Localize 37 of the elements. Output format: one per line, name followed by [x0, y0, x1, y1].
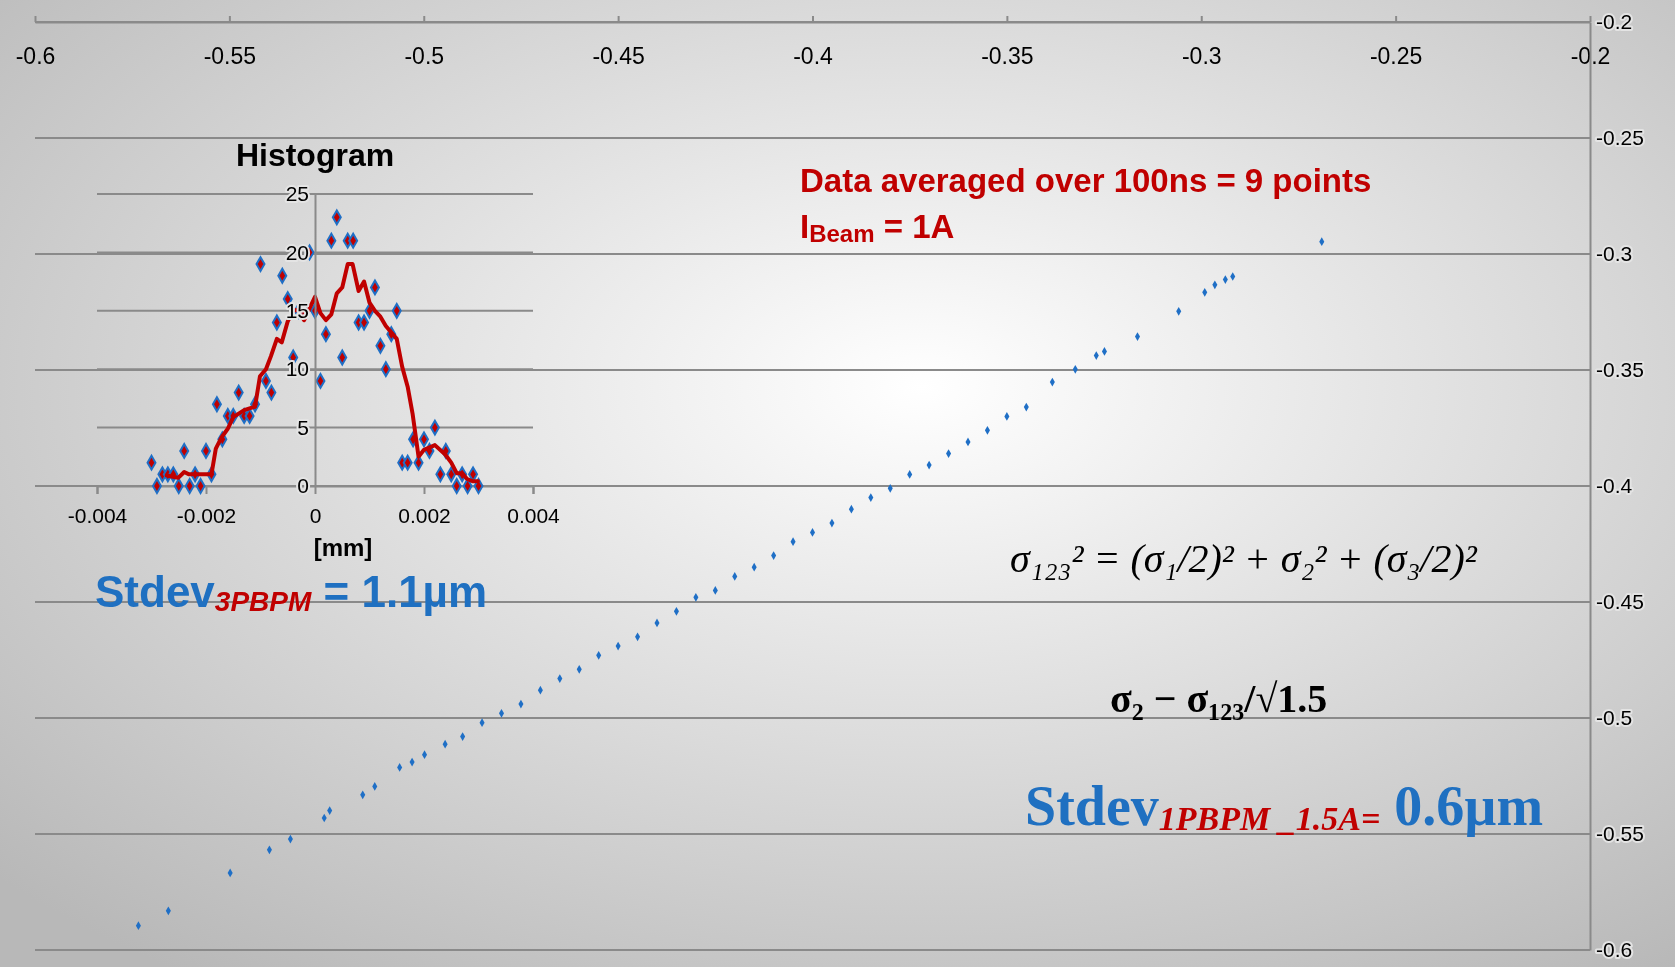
chart-title: Histogram	[235, 137, 395, 173]
x-tick-label: -0.2	[1570, 43, 1611, 70]
y-tick-label: 25	[285, 182, 309, 206]
x-tick-label: -0.55	[203, 43, 257, 70]
point	[1134, 332, 1141, 341]
x-tick-label: -0.25	[1369, 43, 1423, 70]
x-tick-label: -0.35	[981, 43, 1034, 70]
annotation: Data averaged over 100ns = 9 points	[800, 162, 1372, 199]
y-tick-label: -0.4	[1596, 474, 1633, 498]
x-tick-label: 0.004	[507, 503, 561, 527]
x-tick-label: -0.4	[793, 43, 834, 70]
x-axis-title: [mm]	[313, 534, 373, 561]
y-tick-label: -0.55	[1596, 822, 1644, 846]
point	[498, 708, 505, 718]
x-tick-label: 0.002	[398, 503, 451, 527]
y-tick-label: 0	[297, 474, 309, 498]
x-tick-label: -0.6	[15, 43, 56, 70]
annotation: σ₂ − σ₁₂₃/√1.5	[1110, 676, 1328, 721]
y-tick-label: -0.6	[1596, 938, 1633, 962]
x-tick-label: -0.002	[176, 503, 237, 527]
annotation: Stdev$_{1PBPM _1.5A=}$ 0.6µm	[1025, 775, 1544, 838]
y-tick-label: -0.3	[1596, 242, 1633, 266]
annotation: σ₁₂₃² = (σ₁/2)² + σ₂² + (σ₃/2)²	[1010, 536, 1478, 581]
y-tick-label: -0.2	[1596, 10, 1633, 34]
y-tick-label: -0.25	[1596, 126, 1644, 150]
y-tick-label: 10	[285, 357, 309, 381]
x-tick-label: -0.5	[404, 43, 445, 70]
x-tick-label: -0.004	[67, 503, 128, 527]
x-tick-label: -0.45	[592, 43, 645, 70]
y-tick-label: 5	[297, 415, 309, 439]
annotation: I$_{Beam}$ = 1A	[800, 208, 955, 247]
annotation: Stdev$_{3PBPM}$ = 1.1µm	[95, 567, 488, 618]
y-tick-label: -0.5	[1596, 706, 1633, 730]
x-tick-label: -0.3	[1181, 43, 1222, 70]
point	[809, 528, 816, 537]
y-tick-label: -0.35	[1596, 358, 1644, 382]
y-tick-label: -0.45	[1596, 590, 1644, 614]
